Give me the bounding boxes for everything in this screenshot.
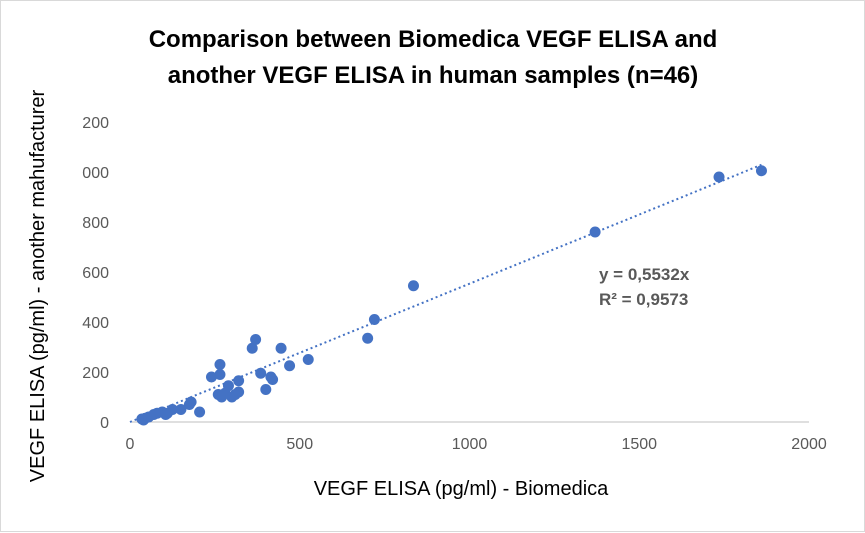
trendline (129, 163, 762, 423)
y-tick-label: 200 (82, 115, 109, 132)
data-point (275, 342, 287, 354)
data-point (185, 396, 197, 408)
x-axis-title: VEGF ELISA (pg/ml) - Biomedica (314, 478, 609, 500)
data-point (246, 342, 258, 354)
data-point (260, 384, 272, 395)
y-tick-label: 200 (82, 365, 109, 382)
data-point (362, 332, 374, 344)
data-point (233, 375, 245, 387)
data-point (214, 359, 226, 370)
y-tick-label: 800 (82, 215, 109, 232)
data-point (214, 369, 226, 380)
x-tick-label: 0 (126, 436, 135, 453)
data-point (233, 386, 245, 398)
x-tick-label: 1000 (452, 436, 488, 453)
data-point (222, 380, 234, 392)
y-tick-label: 400 (82, 315, 109, 332)
data-point (284, 360, 296, 372)
trendline-group (129, 163, 762, 423)
trendline-r-squared: R² = 0,9573 (599, 290, 688, 309)
data-point (589, 226, 601, 238)
data-point (755, 165, 767, 177)
data-point (368, 314, 380, 325)
data-point (250, 334, 262, 345)
data-point (205, 371, 217, 383)
data-point (166, 404, 178, 415)
y-tick-label: 600 (82, 265, 109, 282)
data-point (194, 406, 206, 418)
chart-title-line-2: another VEGF ELISA in human samples (n=4… (168, 62, 699, 89)
y-tick-labels: 0 200 400 600 800 000 200 (82, 115, 109, 432)
data-point (713, 171, 725, 183)
trendline-equation: y = 0,5532x (599, 265, 690, 284)
data-point (175, 404, 187, 415)
x-tick-labels: 0 500 1000 1500 2000 (126, 436, 827, 453)
data-point (267, 374, 279, 385)
x-tick-label: 2000 (791, 436, 827, 453)
x-tick-label: 1500 (621, 436, 657, 453)
data-point (302, 354, 314, 365)
y-tick-label: 0 (100, 415, 109, 432)
chart-title-line-1: Comparison between Biomedica VEGF ELISA … (149, 26, 718, 53)
data-point (407, 280, 419, 292)
y-tick-label: 000 (82, 165, 109, 182)
x-tick-label: 500 (286, 436, 313, 453)
y-axis-title: VEGF ELISA (pg/ml) - another mahufacture… (27, 89, 49, 482)
data-points (136, 165, 767, 426)
data-point (255, 367, 267, 379)
